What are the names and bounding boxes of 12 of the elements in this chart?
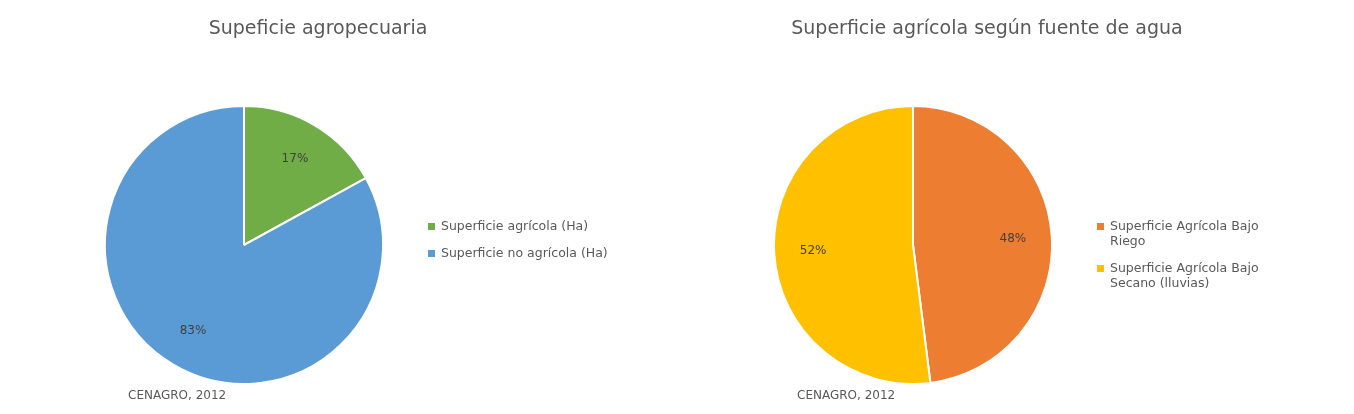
legend-label: Superficie Agrícola Bajo Riego bbox=[1110, 218, 1260, 248]
data-label: 52% bbox=[799, 243, 827, 258]
data-label: 17% bbox=[281, 150, 309, 165]
text: CENAGRO, 2012 bbox=[797, 388, 896, 402]
legend-label: Superficie Agrícola Bajo Secano (lluvias) bbox=[1110, 260, 1260, 290]
data-label: 83% bbox=[179, 323, 207, 338]
legend-label: Superficie agrícola (Ha) bbox=[441, 218, 589, 233]
chart-title: Supeficie agropecuaria bbox=[207, 16, 429, 38]
data-label: 48% bbox=[999, 230, 1027, 245]
chart-title: Superficie agrícola según fuente de agua bbox=[790, 16, 1184, 38]
legend-label: Superficie no agrícola (Ha) bbox=[441, 245, 608, 260]
text: CENAGRO, 2012 bbox=[128, 388, 227, 402]
